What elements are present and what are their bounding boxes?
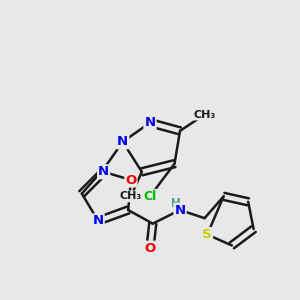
Text: N: N bbox=[174, 203, 186, 217]
Text: S: S bbox=[202, 228, 212, 241]
Text: N: N bbox=[144, 116, 156, 129]
Text: O: O bbox=[125, 173, 136, 187]
Text: H: H bbox=[171, 197, 181, 210]
Text: N: N bbox=[117, 135, 128, 148]
Text: O: O bbox=[144, 242, 156, 255]
Text: CH₃: CH₃ bbox=[194, 110, 216, 119]
Text: N: N bbox=[93, 214, 104, 227]
Text: Cl: Cl bbox=[143, 190, 157, 203]
Text: CH₃: CH₃ bbox=[120, 191, 142, 201]
Text: N: N bbox=[98, 165, 109, 178]
